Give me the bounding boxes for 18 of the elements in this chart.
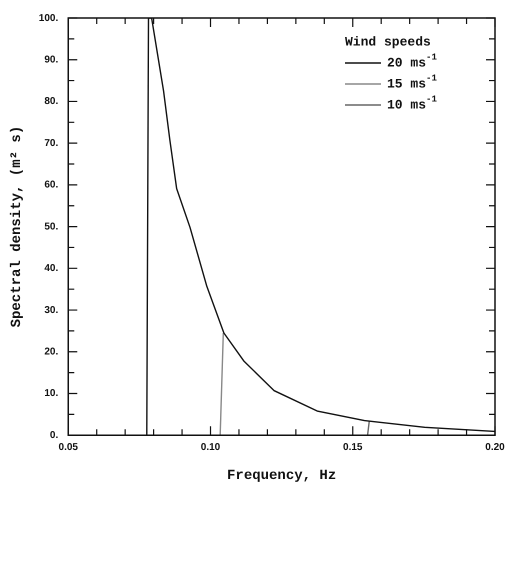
y-tick-label: 30.: [44, 304, 58, 316]
y-axis-title: Spectral density, (m² s): [8, 126, 25, 328]
y-tick-label: 10.: [44, 388, 58, 400]
y-tick-label: 60.: [44, 180, 58, 191]
y-tick-label: 100.: [38, 12, 58, 24]
y-tick-label: 80.: [44, 96, 58, 108]
y-tick-label: 50.: [44, 221, 58, 232]
x-tick-label: 0.10: [200, 442, 221, 453]
x-tick-label: 0.20: [485, 442, 506, 453]
y-tick-label: 40.: [44, 263, 58, 274]
legend-title: Wind speeds: [345, 34, 432, 50]
y-tick-label: 20.: [44, 346, 58, 358]
y-tick-label: 0.: [50, 430, 58, 441]
y-tick-label: 70.: [44, 138, 58, 149]
x-tick-label: 0.15: [343, 442, 363, 453]
y-tick-label: 90.: [44, 54, 58, 66]
x-tick-label: 0.05: [58, 442, 78, 453]
x-axis-title: Frequency, Hz: [227, 468, 336, 484]
